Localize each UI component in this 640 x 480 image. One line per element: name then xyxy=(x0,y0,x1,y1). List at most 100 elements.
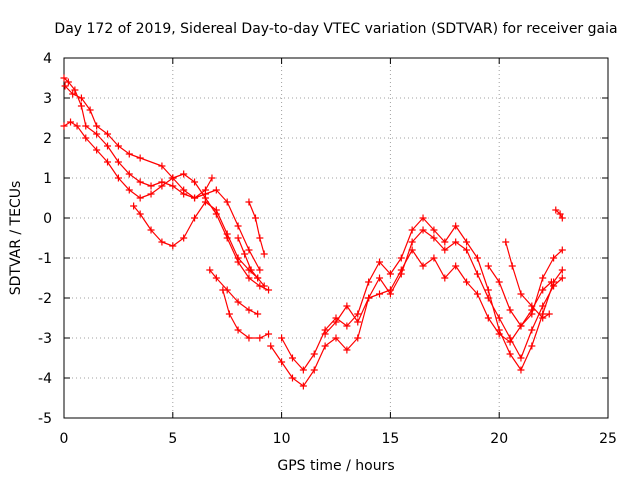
data-point xyxy=(245,246,253,254)
data-point xyxy=(452,222,460,230)
data-point xyxy=(212,206,220,214)
data-point xyxy=(299,366,307,374)
data-point xyxy=(502,238,510,246)
series-track-e xyxy=(206,266,262,318)
y-tick-label: -4 xyxy=(38,371,52,387)
data-point xyxy=(386,286,394,294)
data-point xyxy=(473,254,481,262)
x-tick-label: 0 xyxy=(60,431,69,447)
data-point xyxy=(430,254,438,262)
data-point xyxy=(484,314,492,322)
data-point xyxy=(452,262,460,270)
data-point xyxy=(60,74,68,82)
data-point xyxy=(104,130,112,138)
series-track-l xyxy=(484,246,566,330)
data-point xyxy=(365,278,373,286)
plot-frame xyxy=(63,57,609,419)
data-point xyxy=(321,330,329,338)
data-point xyxy=(234,326,242,334)
y-tick-label: 3 xyxy=(43,91,52,107)
data-point xyxy=(114,142,122,150)
data-point xyxy=(158,178,166,186)
data-point xyxy=(343,322,351,330)
x-axis-label: GPS time / hours xyxy=(277,458,394,474)
data-point xyxy=(558,274,566,282)
data-point xyxy=(158,162,166,170)
data-point xyxy=(495,278,503,286)
data-point xyxy=(397,254,405,262)
data-point xyxy=(517,366,525,374)
data-point xyxy=(310,366,318,374)
data-point xyxy=(125,150,133,158)
series-track-h xyxy=(245,198,268,258)
x-tick-label: 5 xyxy=(168,431,177,447)
data-point xyxy=(114,174,122,182)
data-point xyxy=(234,298,242,306)
series-track-i xyxy=(267,226,566,390)
data-point xyxy=(247,266,255,274)
data-point xyxy=(219,286,227,294)
data-point xyxy=(506,350,514,358)
data-point xyxy=(528,342,536,350)
data-point xyxy=(104,142,112,150)
data-point xyxy=(545,310,553,318)
series-line xyxy=(487,249,563,327)
data-point xyxy=(310,350,318,358)
data-point xyxy=(147,182,155,190)
data-point xyxy=(506,306,514,314)
grid xyxy=(64,58,608,418)
data-point xyxy=(376,290,384,298)
data-point xyxy=(180,186,188,194)
series-track-n xyxy=(552,206,566,222)
y-tick-label: -3 xyxy=(38,331,52,347)
x-tick-label: 10 xyxy=(273,431,291,447)
data-point xyxy=(365,294,373,302)
data-point xyxy=(278,334,286,342)
y-axis-label: SDTVAR / TECUs xyxy=(8,181,24,296)
data-point xyxy=(288,374,296,382)
data-point xyxy=(267,342,275,350)
series-track-f xyxy=(219,286,273,342)
y-tick-label: 2 xyxy=(43,131,52,147)
data-point xyxy=(225,310,233,318)
data-point xyxy=(223,230,231,238)
data-point xyxy=(332,318,340,326)
data-point xyxy=(69,90,77,98)
data-point xyxy=(64,78,72,86)
data-point xyxy=(452,238,460,246)
data-point xyxy=(191,194,199,202)
series-track-k xyxy=(321,246,555,346)
y-tick-label: -5 xyxy=(38,411,52,427)
data-point xyxy=(556,210,564,218)
data-point xyxy=(245,274,253,282)
data-point xyxy=(234,234,242,242)
series-line xyxy=(222,289,269,339)
data-point xyxy=(430,226,438,234)
data-point xyxy=(278,358,286,366)
series-track-b xyxy=(60,74,264,274)
data-point xyxy=(234,254,242,262)
y-tick-label: -2 xyxy=(38,291,52,307)
data-point xyxy=(419,226,427,234)
data-point xyxy=(251,214,259,222)
data-point xyxy=(136,178,144,186)
data-point xyxy=(397,266,405,274)
data-point xyxy=(73,122,81,130)
data-point xyxy=(136,194,144,202)
data-point xyxy=(130,202,138,210)
data-point xyxy=(147,226,155,234)
data-point xyxy=(241,250,249,258)
data-point xyxy=(408,226,416,234)
data-point xyxy=(473,290,481,298)
series-line xyxy=(209,269,258,315)
series-line xyxy=(505,241,550,319)
data-point xyxy=(201,198,209,206)
data-point xyxy=(256,234,264,242)
data-point xyxy=(463,238,471,246)
data-point xyxy=(343,302,351,310)
data-point xyxy=(376,274,384,282)
data-point xyxy=(517,290,525,298)
data-point xyxy=(77,94,85,102)
data-point xyxy=(114,158,122,166)
data-point xyxy=(125,186,133,194)
